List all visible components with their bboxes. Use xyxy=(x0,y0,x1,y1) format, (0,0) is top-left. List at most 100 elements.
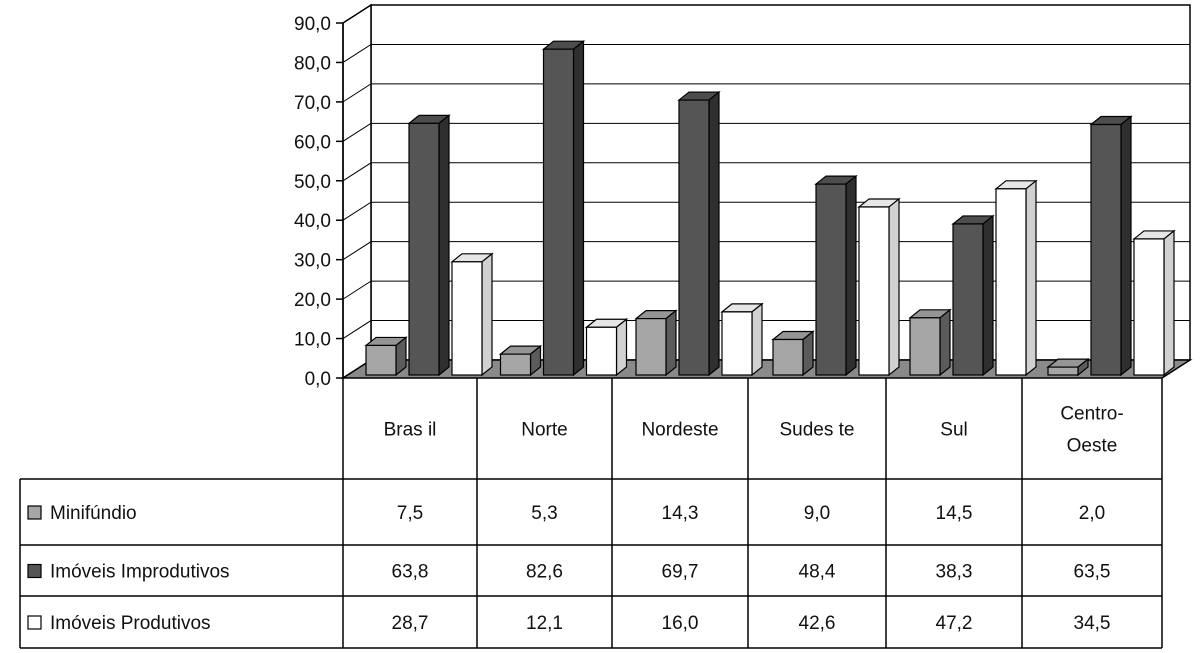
y-tick-label: 10,0 xyxy=(294,330,331,351)
bar-side xyxy=(481,252,493,377)
bar xyxy=(814,174,858,377)
y-tick-label: 60,0 xyxy=(294,132,331,153)
legend-label: Imóveis Improdutivos xyxy=(50,562,230,583)
bar-side xyxy=(438,114,450,377)
bar-front xyxy=(1090,123,1122,376)
y-tick-label: 90,0 xyxy=(294,14,331,35)
bar xyxy=(407,114,451,377)
category-label: Bras il xyxy=(384,420,437,441)
category-label: Norte xyxy=(521,420,567,441)
bar xyxy=(364,336,408,377)
data-value-label: 48,4 xyxy=(799,562,836,583)
bar-front xyxy=(542,48,575,376)
bar-front xyxy=(909,317,941,376)
gridlines xyxy=(342,4,1190,339)
legend-swatch xyxy=(27,615,42,630)
bar-front xyxy=(1133,238,1165,376)
gridline xyxy=(342,83,1190,103)
gridline xyxy=(342,162,1190,182)
bar-side xyxy=(572,39,585,377)
bar-side xyxy=(615,318,628,377)
data-value-label: 7,5 xyxy=(397,503,423,524)
category-label: Sul xyxy=(940,420,967,441)
data-value-label: 34,5 xyxy=(1074,613,1111,634)
data-value-label: 28,7 xyxy=(392,613,429,634)
bar-front xyxy=(585,326,618,376)
bar-front xyxy=(678,99,710,376)
gridline xyxy=(342,241,1190,261)
data-value-label: 38,3 xyxy=(936,562,973,583)
back-wall xyxy=(370,4,1191,361)
category-label: Nordeste xyxy=(641,420,718,441)
bar xyxy=(634,309,678,377)
bar-side xyxy=(1120,115,1132,377)
y-tick-label: 0,0 xyxy=(305,369,331,390)
legend-label: Imóveis Produtivos xyxy=(50,613,211,634)
bar-front xyxy=(635,317,667,376)
bar xyxy=(1046,357,1090,377)
data-value-label: 14,3 xyxy=(662,503,699,524)
data-value-label: 14,5 xyxy=(936,503,973,524)
plot-walls xyxy=(340,3,1193,380)
bar xyxy=(498,344,543,377)
gridline xyxy=(342,43,1190,63)
data-value-label: 2,0 xyxy=(1079,503,1105,524)
category-label: Centro- xyxy=(1060,404,1123,425)
y-tick-label: 40,0 xyxy=(294,211,331,232)
bar-front xyxy=(499,353,532,376)
bar-front xyxy=(365,344,397,376)
bar-front xyxy=(408,122,440,376)
legend-swatch xyxy=(27,563,42,579)
bar xyxy=(857,197,901,377)
data-value-label: 12,1 xyxy=(526,613,563,634)
data-value-label: 63,5 xyxy=(1074,562,1111,583)
y-tick-label: 20,0 xyxy=(294,290,331,311)
data-value-label: 16,0 xyxy=(662,613,699,634)
data-value-label: 9,0 xyxy=(804,503,830,524)
bar-side xyxy=(1163,229,1175,377)
data-value-label: 5,3 xyxy=(531,503,557,524)
bar-side xyxy=(708,90,720,377)
bar-front xyxy=(815,183,847,376)
bar-front xyxy=(721,311,753,376)
bar-side xyxy=(751,302,763,377)
bar-side xyxy=(845,174,857,377)
legend-swatch xyxy=(27,505,42,520)
bar-front xyxy=(858,206,890,376)
bar xyxy=(584,318,629,377)
category-label: Sudes te xyxy=(780,420,855,441)
legend-label: Minifúndio xyxy=(50,503,137,524)
bar-side xyxy=(802,330,814,377)
bar xyxy=(771,330,815,377)
bar-front xyxy=(995,188,1027,376)
bar xyxy=(994,179,1038,377)
gridline xyxy=(342,201,1190,221)
data-value-label: 69,7 xyxy=(662,562,699,583)
bar-front xyxy=(772,338,804,376)
y-axis: 0,0 10,0 20,0 30,0 40,0 50,0 60,0 70,0 80,0 90,0 xyxy=(294,14,344,390)
bar xyxy=(677,90,721,377)
bar xyxy=(908,308,952,377)
bar-side xyxy=(888,197,900,377)
bar xyxy=(450,252,494,377)
data-value-label: 42,6 xyxy=(799,613,836,634)
gridline xyxy=(342,122,1190,142)
data-value-label: 47,2 xyxy=(936,613,973,634)
bar-front xyxy=(1047,366,1079,376)
bar-side xyxy=(982,214,994,377)
bar-side xyxy=(1025,179,1037,377)
side-wall xyxy=(342,3,372,380)
category-label: Oeste xyxy=(1067,436,1118,457)
data-value-label: 63,8 xyxy=(392,562,429,583)
bar-front xyxy=(952,223,984,376)
y-tick-label: 50,0 xyxy=(294,172,331,193)
data-value-label: 82,6 xyxy=(526,562,563,583)
y-tick-label: 70,0 xyxy=(294,93,331,114)
bar xyxy=(951,214,995,377)
gridline xyxy=(342,280,1190,300)
y-tick-label: 30,0 xyxy=(294,251,331,272)
bar xyxy=(1132,229,1176,377)
bar-front xyxy=(451,261,483,376)
bar xyxy=(541,39,586,377)
